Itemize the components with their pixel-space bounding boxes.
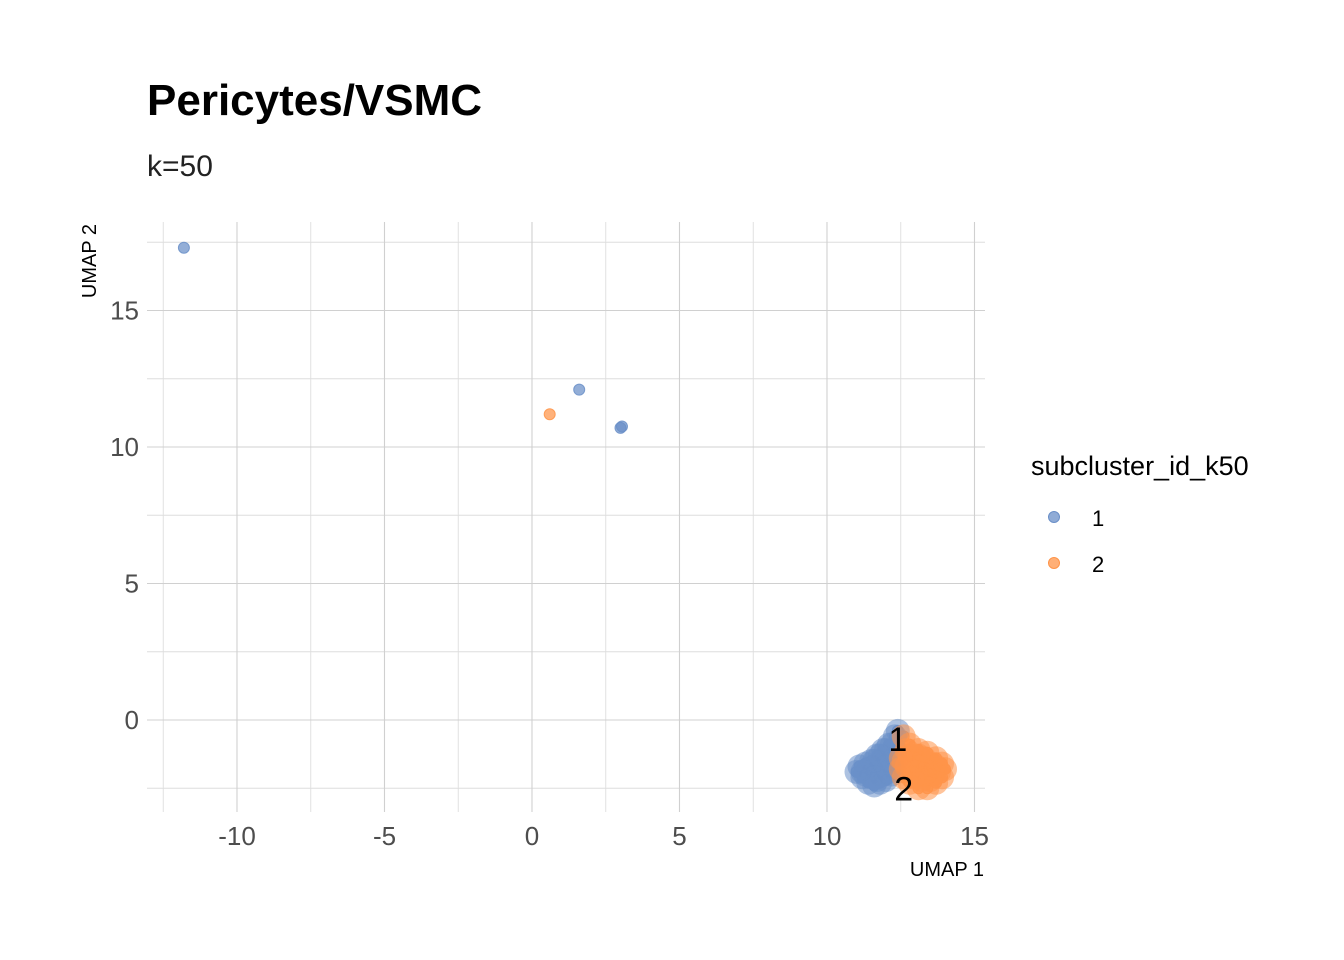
y-tick-label: 15 (110, 296, 139, 326)
legend: subcluster_id_k50 1 2 (1031, 451, 1249, 577)
chart-title: Pericytes/VSMC (147, 76, 482, 125)
x-axis-title: UMAP 1 (910, 859, 984, 881)
data-points (177, 241, 957, 801)
point-density-2 (888, 746, 913, 771)
y-tick-label: 10 (110, 432, 139, 462)
x-axis-ticks: -10 -5 0 5 10 15 (218, 821, 989, 851)
x-tick-label: 10 (813, 821, 842, 851)
point-cluster-1 (177, 241, 190, 254)
y-axis-title: UMAP 2 (79, 224, 101, 298)
x-tick-label: 15 (960, 821, 989, 851)
x-tick-label: 5 (672, 821, 686, 851)
x-tick-label: -10 (218, 821, 256, 851)
point-cluster-1 (573, 383, 586, 396)
y-tick-label: 5 (125, 569, 139, 599)
legend-key-2 (1048, 557, 1060, 569)
cluster-label: 1 (888, 721, 907, 759)
point-cluster-2 (543, 408, 556, 421)
x-tick-label: 0 (525, 821, 539, 851)
point-cluster-1 (615, 420, 628, 433)
x-tick-label: -5 (373, 821, 396, 851)
legend-title: subcluster_id_k50 (1031, 451, 1249, 481)
cluster-label: 2 (894, 770, 913, 808)
legend-key-1 (1048, 511, 1060, 523)
cluster-labels: 12 (888, 721, 913, 808)
legend-label-1: 1 (1092, 506, 1104, 531)
grid-lines (147, 222, 985, 812)
point-density-2 (924, 754, 949, 779)
y-tick-label: 0 (125, 705, 139, 735)
y-axis-ticks: 0 5 10 15 (110, 296, 139, 736)
legend-label-2: 2 (1092, 552, 1104, 577)
chart-subtitle: k=50 (147, 150, 213, 183)
